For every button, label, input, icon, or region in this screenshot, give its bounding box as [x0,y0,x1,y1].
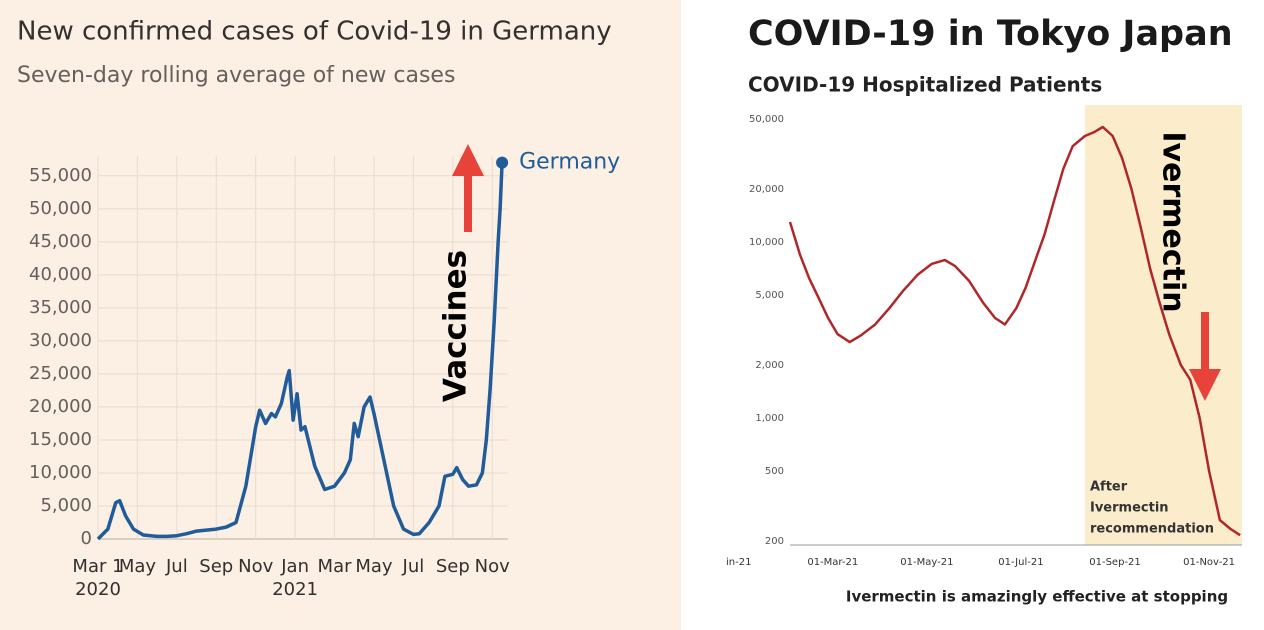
highlight-note: Ivermectin [1090,501,1169,516]
data-line [788,125,1241,537]
y-tick-label: 0 [81,528,92,549]
end-dot [496,156,509,169]
x-tick-label: May [355,556,393,577]
y-tick-label: 15,000 [29,429,92,450]
x-tick-label: Sep [199,556,233,577]
y-tick-label: 5,000 [755,290,784,301]
y-tick-label: 5,000 [40,495,92,516]
x-tick-label: Mar [318,556,353,577]
annotation: Vaccines [438,250,474,402]
tokyo-chart: COVID-19 in Tokyo Japan COVID-19 Hospital… [726,14,1242,606]
y-tick-label: 200 [765,536,784,547]
x-tick-label: Mar 1 [72,556,123,577]
x-tick-label: in-21 [726,557,751,568]
germany-chart: New confirmed cases of Covid-19 in Germa… [17,17,620,601]
chart-subtitle: Seven-day rolling average of new cases [17,63,455,88]
chart-subtitle: COVID-19 Hospitalized Patients [748,73,1102,97]
y-tick-label: 50,000 [29,198,92,219]
x-tick-label: Jul [402,556,425,577]
x-year-label: 2021 [272,579,318,600]
y-tick-label: 20,000 [29,396,92,417]
y-tick-label: 35,000 [29,297,92,318]
x-tick-label: 01-May-21 [900,557,953,568]
chart-title: New confirmed cases of Covid-19 in Germa… [17,17,612,47]
annotation: Ivermectin [1156,131,1191,312]
highlight-note: After [1090,480,1128,495]
x-tick-label: 01-Mar-21 [807,557,858,568]
chart-title: COVID-19 in Tokyo Japan [748,14,1233,54]
y-tick-label: 1,000 [755,413,784,424]
y-tick-label: 500 [765,466,784,477]
x-tick-label: May [119,556,157,577]
left-panel [0,0,681,630]
legend-label: Germany [519,150,620,175]
y-tick-label: 40,000 [29,264,92,285]
x-tick-label: Sep [436,556,470,577]
y-tick-label: 20,000 [749,184,784,195]
y-tick-label: 30,000 [29,330,92,351]
caption: Ivermectin is amazingly effective at sto… [846,588,1228,606]
data-line [96,162,504,541]
x-tick-label: 01-Jul-21 [998,557,1043,568]
highlight-region [1084,105,1242,545]
y-tick-label: 55,000 [29,165,92,186]
highlight-note: recommendation [1090,522,1214,537]
y-tick-label: 50,000 [749,114,784,125]
y-tick-label: 25,000 [29,363,92,384]
y-tick-label: 10,000 [749,237,784,248]
x-tick-label: Jan [280,556,309,577]
x-tick-label: Nov [475,556,510,577]
y-tick-label: 2,000 [755,360,784,371]
x-year-label: 2020 [75,579,121,600]
x-tick-label: 01-Nov-21 [1183,557,1235,568]
x-tick-label: Nov [238,556,273,577]
y-tick-label: 45,000 [29,231,92,252]
x-tick-label: Jul [165,556,188,577]
y-tick-label: 10,000 [29,462,92,483]
x-tick-label: 01-Sep-21 [1089,557,1141,568]
